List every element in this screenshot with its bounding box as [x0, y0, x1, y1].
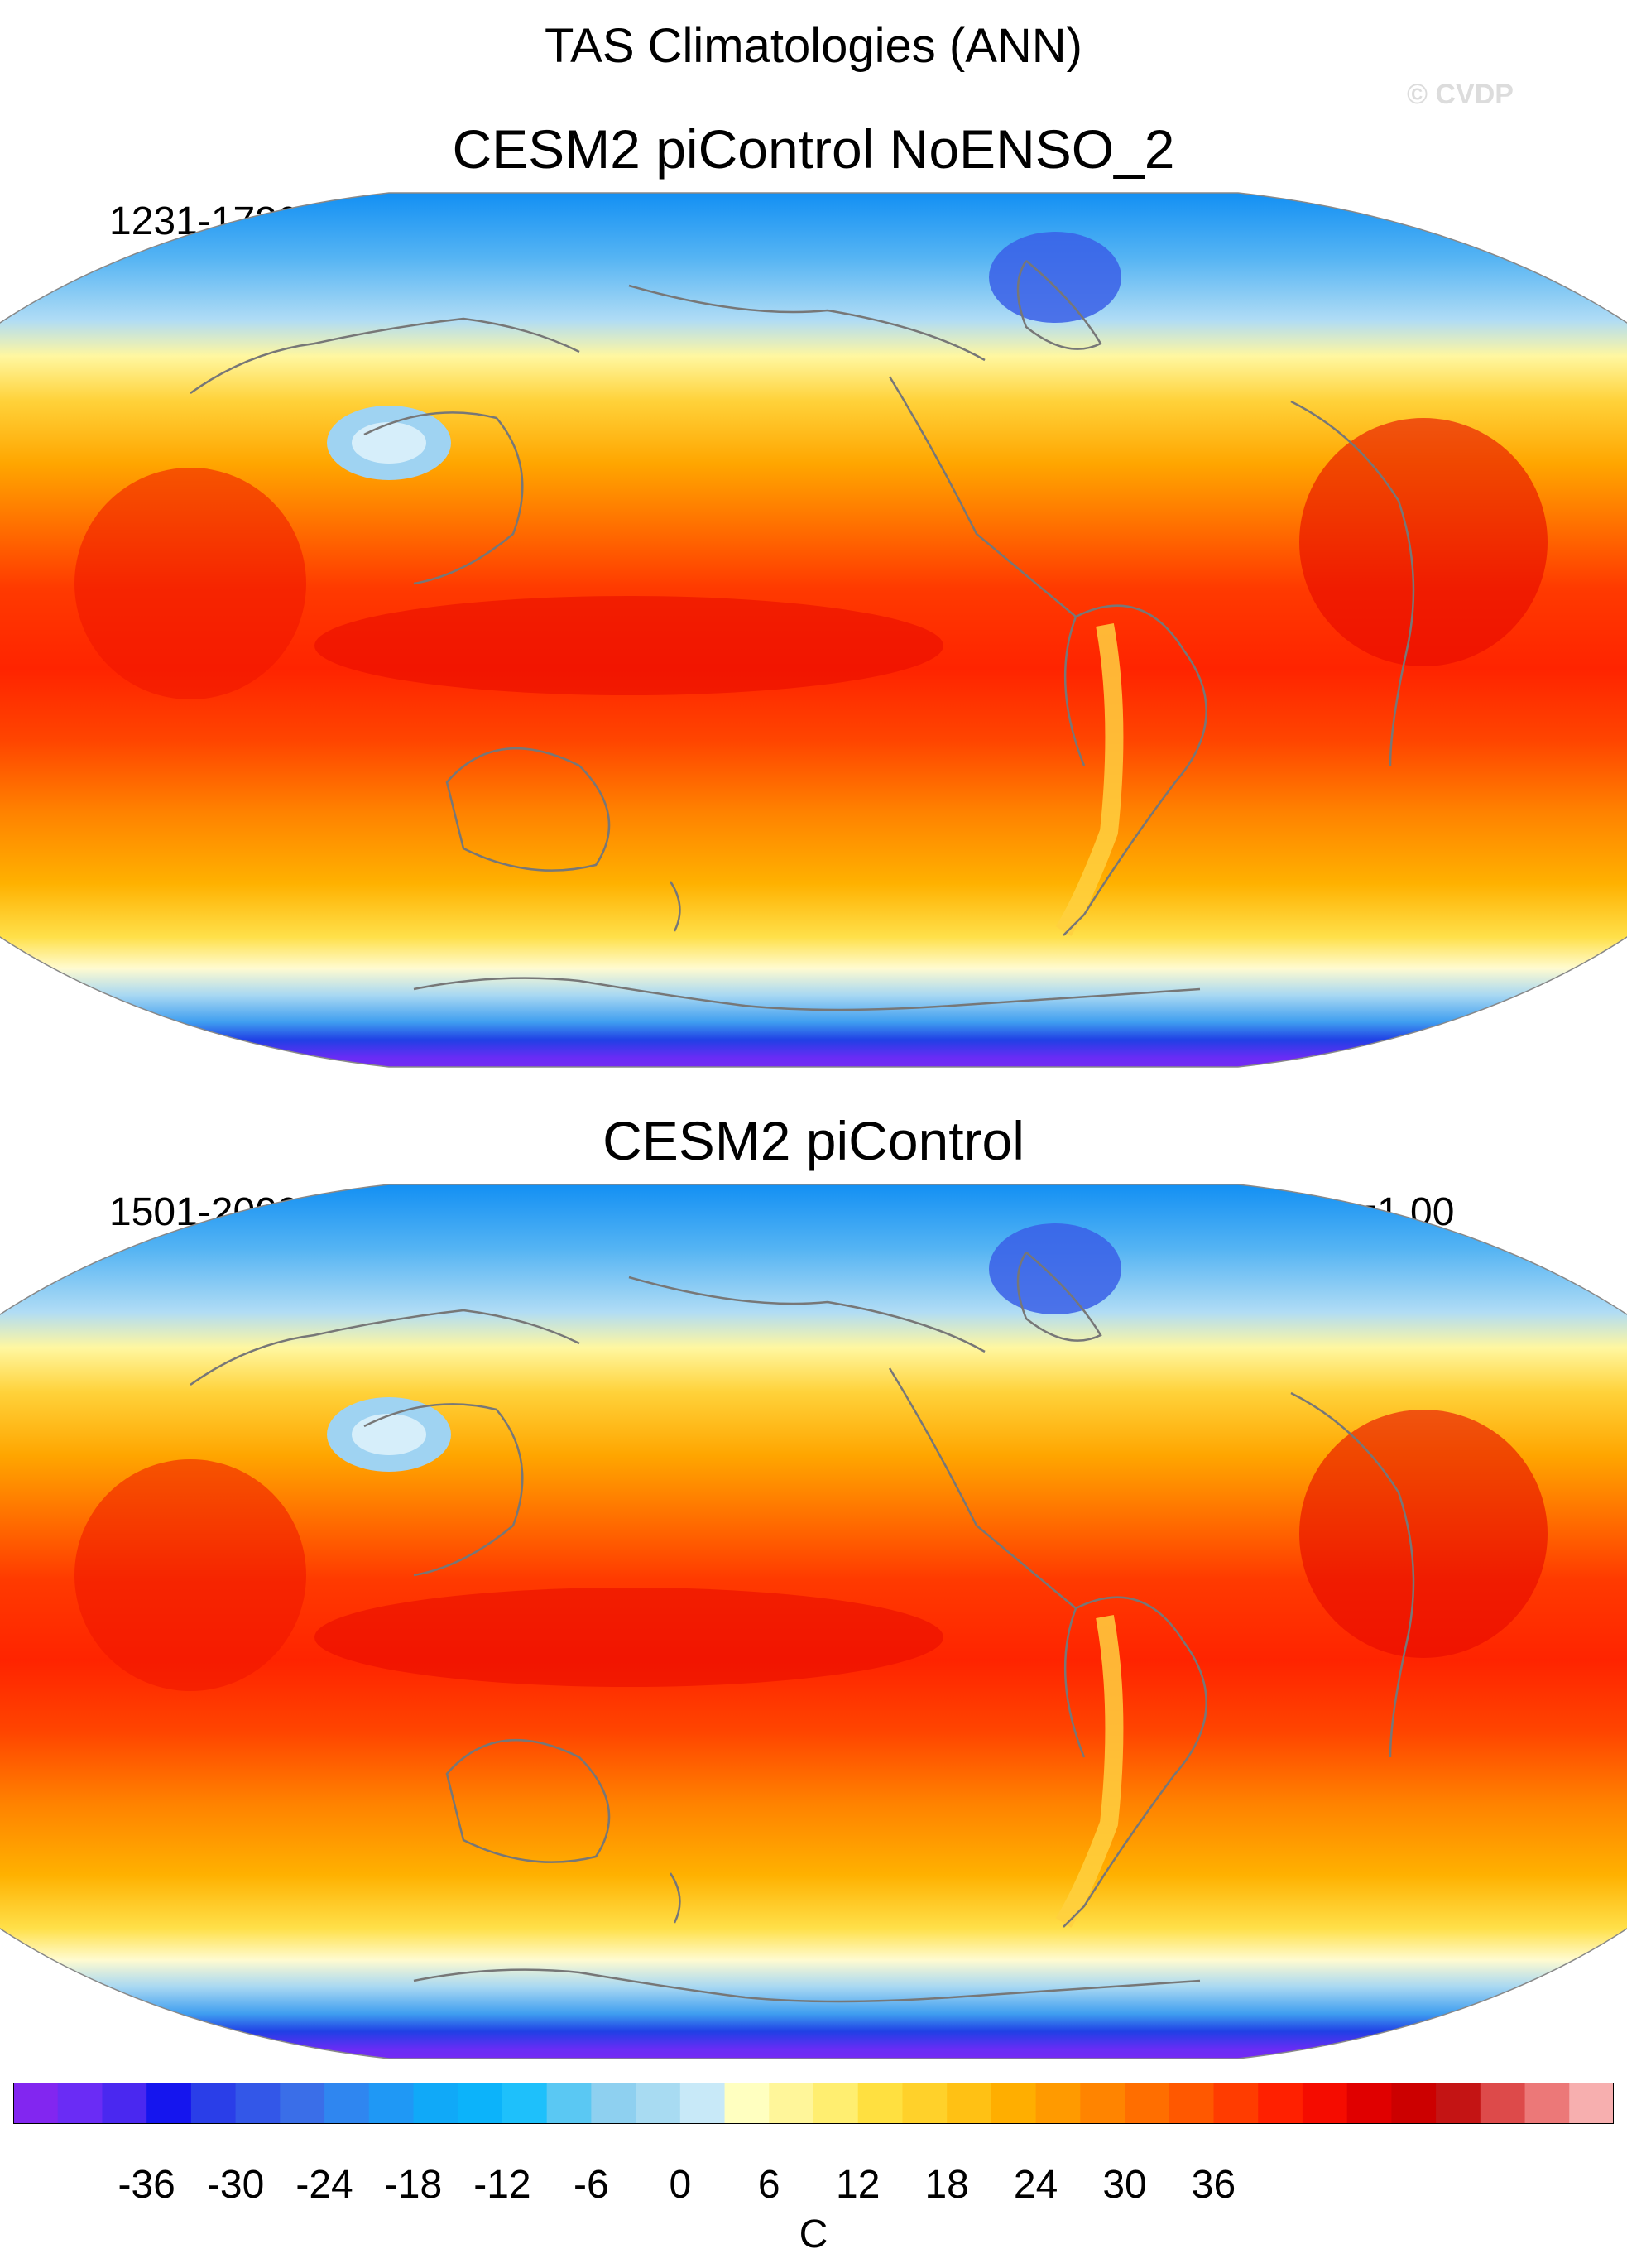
- colorbar-tick-label: -24: [295, 2163, 353, 2207]
- colorbar-swatch: [280, 2083, 325, 2124]
- colorbar-swatch: [1035, 2083, 1081, 2124]
- colorbar-swatch: [502, 2083, 548, 2124]
- figure-title: TAS Climatologies (ANN): [545, 19, 1082, 73]
- colorbar-swatch: [1258, 2083, 1303, 2124]
- colorbar-tick-label: 12: [836, 2163, 881, 2207]
- colorbar-tick-label: 0: [669, 2163, 692, 2207]
- colorbar-swatch: [902, 2083, 948, 2124]
- colorbar-swatch: [591, 2083, 636, 2124]
- colorbar-swatch: [1169, 2083, 1214, 2124]
- colorbar-swatch: [102, 2083, 147, 2124]
- colorbar-swatch: [57, 2083, 103, 2124]
- watermark: © CVDP: [1407, 79, 1514, 110]
- panel-title-bottom: CESM2 piControl: [602, 1110, 1025, 1171]
- colorbar-tick-label: 18: [924, 2163, 969, 2207]
- colorbar-swatch: [458, 2083, 503, 2124]
- colorbar-swatch: [146, 2083, 192, 2124]
- colorbar-swatch: [1080, 2083, 1125, 2124]
- colorbar-swatch: [1524, 2083, 1570, 2124]
- colorbar-swatch: [1346, 2083, 1392, 2124]
- colorbar-swatch: [546, 2083, 592, 2124]
- colorbar-swatch: [769, 2083, 814, 2124]
- colorbar-swatch: [814, 2083, 859, 2124]
- colorbar-swatch: [368, 2083, 414, 2124]
- colorbar-tick-label: -12: [473, 2163, 531, 2207]
- map-panel-bottom: [0, 1184, 1627, 2059]
- colorbar-swatch: [1391, 2083, 1437, 2124]
- colorbar-tick-label: -6: [574, 2163, 609, 2207]
- colorbar-swatch: [636, 2083, 681, 2124]
- colorbar-swatch: [679, 2083, 726, 2124]
- colorbar-swatch: [724, 2083, 770, 2124]
- colorbar-swatch: [947, 2083, 992, 2124]
- panel-title-top: CESM2 piControl NoENSO_2: [452, 118, 1175, 180]
- colorbar-outline: [13, 2083, 1614, 2124]
- colorbar-tick-label: 6: [757, 2163, 780, 2207]
- colorbar-tick-label: -36: [118, 2163, 175, 2207]
- colorbar-tick-label: 30: [1102, 2163, 1147, 2207]
- colorbar-tick-label: -30: [206, 2163, 265, 2207]
- colorbar-swatch: [1213, 2083, 1259, 2124]
- colorbar-swatch: [13, 2083, 59, 2124]
- colorbar-swatch: [413, 2083, 458, 2124]
- colorbar-swatch: [1480, 2083, 1526, 2124]
- map-panel-top: [0, 192, 1627, 1068]
- colorbar-swatch: [1302, 2083, 1348, 2124]
- colorbar-swatch: [324, 2083, 370, 2124]
- colorbar-swatch: [1125, 2083, 1170, 2124]
- colorbar-swatch: [1569, 2083, 1614, 2124]
- colorbar-swatch: [1436, 2083, 1481, 2124]
- colorbar-tick-label: 24: [1013, 2163, 1058, 2207]
- colorbar-units: C: [799, 2213, 828, 2256]
- colorbar-tick-label: 36: [1191, 2163, 1236, 2207]
- colorbar-tick-label: -18: [384, 2163, 443, 2207]
- colorbar-swatch: [235, 2083, 281, 2124]
- colorbar-swatch: [857, 2083, 903, 2124]
- colorbar: [13, 2083, 1614, 2124]
- colorbar-swatch: [190, 2083, 237, 2124]
- colorbar-swatch: [991, 2083, 1037, 2124]
